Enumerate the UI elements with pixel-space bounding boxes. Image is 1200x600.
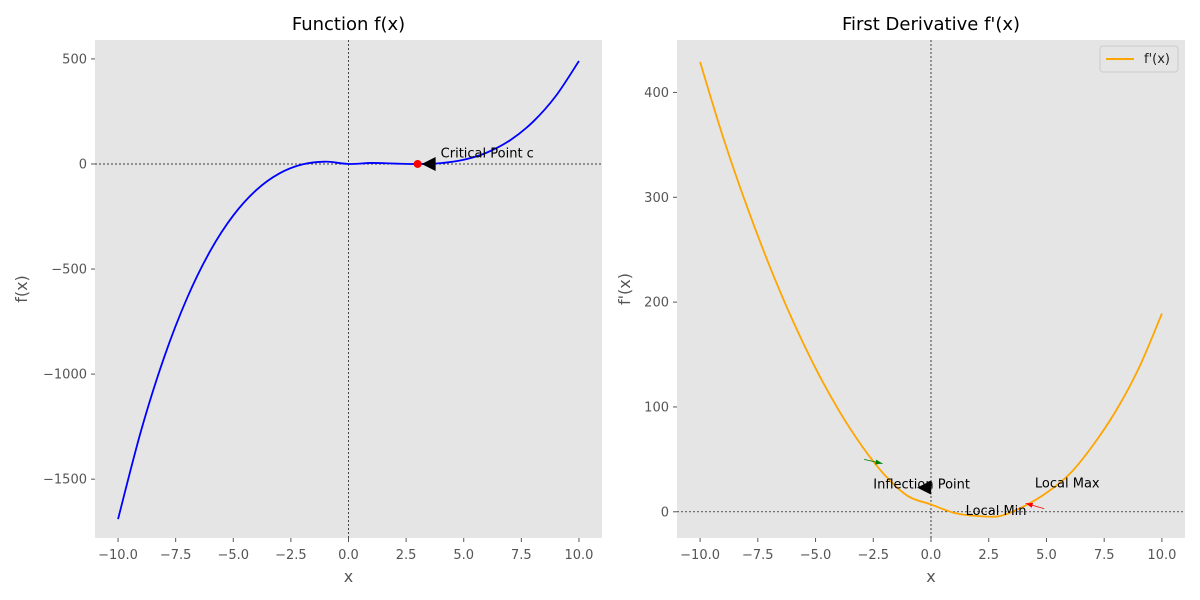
x-tick-label: 0.0 [338, 548, 359, 563]
x-tick-label: −2.5 [857, 548, 889, 563]
annotation-arrow [421, 156, 436, 171]
legend-label: f'(x) [1144, 52, 1170, 67]
annotation-thin-arrowhead [875, 459, 883, 465]
x-tick-label: −10.0 [98, 548, 138, 563]
y-tick-label: −500 [51, 263, 87, 278]
y-axis-label-derivative: f'(x) [615, 273, 634, 305]
series-line-function [117, 60, 580, 520]
y-tick-label: 300 [644, 191, 669, 206]
critical-point-marker [413, 159, 422, 168]
y-tick-label: −1000 [43, 368, 87, 383]
y-tick-label: 500 [62, 52, 87, 67]
chart-title-derivative: First Derivative f'(x) [842, 14, 1020, 35]
x-tick-label: 2.5 [978, 548, 999, 563]
annotation-label: Local Min [966, 504, 1027, 519]
y-tick-label: −1500 [43, 473, 87, 488]
x-tick-label: 10.0 [564, 548, 593, 563]
annotation-thin-arrowhead [1025, 502, 1034, 508]
legend: f'(x) [1099, 45, 1179, 73]
y-tick-label: 400 [644, 86, 669, 101]
annotation-label: Inflection Point [873, 478, 970, 493]
x-tick-label: 5.0 [1036, 548, 1057, 563]
x-tick-label: −10.0 [680, 548, 720, 563]
x-tick-label: −2.5 [275, 548, 307, 563]
x-tick-label: −5.0 [800, 548, 832, 563]
annotation-arrow [917, 480, 932, 495]
series-line-derivative [699, 61, 1163, 518]
chart-panel-function: Function f(x) x f(x) −10.0 −7.5 −5.0 −2.5 0.… [12, 14, 602, 586]
x-tick-label: 10.0 [1147, 548, 1176, 563]
x-axis-label-function: x [344, 567, 353, 586]
annotation-label: Local Max [1035, 477, 1100, 492]
annotation-label: Critical Point c [441, 147, 534, 162]
y-tick-label: 0 [661, 505, 669, 520]
x-tick-label: −7.5 [160, 548, 192, 563]
x-tick-label: −5.0 [217, 548, 249, 563]
y-tick-label: 200 [644, 296, 669, 311]
x-tick-label: 5.0 [453, 548, 474, 563]
y-axis-label-function: f(x) [12, 275, 31, 303]
chart-title-function: Function f(x) [292, 14, 405, 35]
x-tick-label: 7.5 [511, 548, 532, 563]
chart-panel-derivative: First Derivative f'(x) x f'(x) −10.0 −7.5… [615, 14, 1185, 586]
x-tick-label: −7.5 [742, 548, 774, 563]
x-tick-label: 7.5 [1094, 548, 1115, 563]
legend-box [1099, 45, 1179, 73]
x-tick-label: 2.5 [396, 548, 417, 563]
y-tick-label: 100 [644, 400, 669, 415]
y-tick-label: 0 [79, 157, 87, 172]
x-axis-label-derivative: x [926, 567, 935, 586]
x-tick-label: 0.0 [921, 548, 942, 563]
